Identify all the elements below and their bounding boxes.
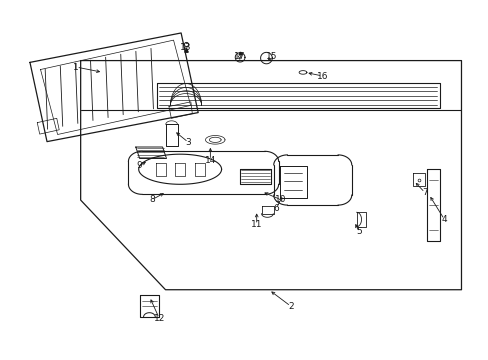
Text: 3: 3 xyxy=(185,138,191,147)
Text: 7: 7 xyxy=(421,188,427,197)
Text: 10: 10 xyxy=(275,195,286,204)
Text: 1: 1 xyxy=(73,63,79,72)
Text: 2: 2 xyxy=(287,302,293,311)
Text: 4: 4 xyxy=(441,215,447,224)
Text: 12: 12 xyxy=(153,314,164,323)
Text: 16: 16 xyxy=(316,72,327,81)
Text: 13: 13 xyxy=(180,43,191,52)
Text: 14: 14 xyxy=(204,156,216,165)
Text: 9: 9 xyxy=(137,161,142,170)
Text: 6: 6 xyxy=(273,204,279,213)
Text: 11: 11 xyxy=(250,220,262,229)
Text: 17: 17 xyxy=(233,52,245,61)
Text: 15: 15 xyxy=(265,52,277,61)
Text: 5: 5 xyxy=(355,228,361,237)
Text: 8: 8 xyxy=(149,195,154,204)
